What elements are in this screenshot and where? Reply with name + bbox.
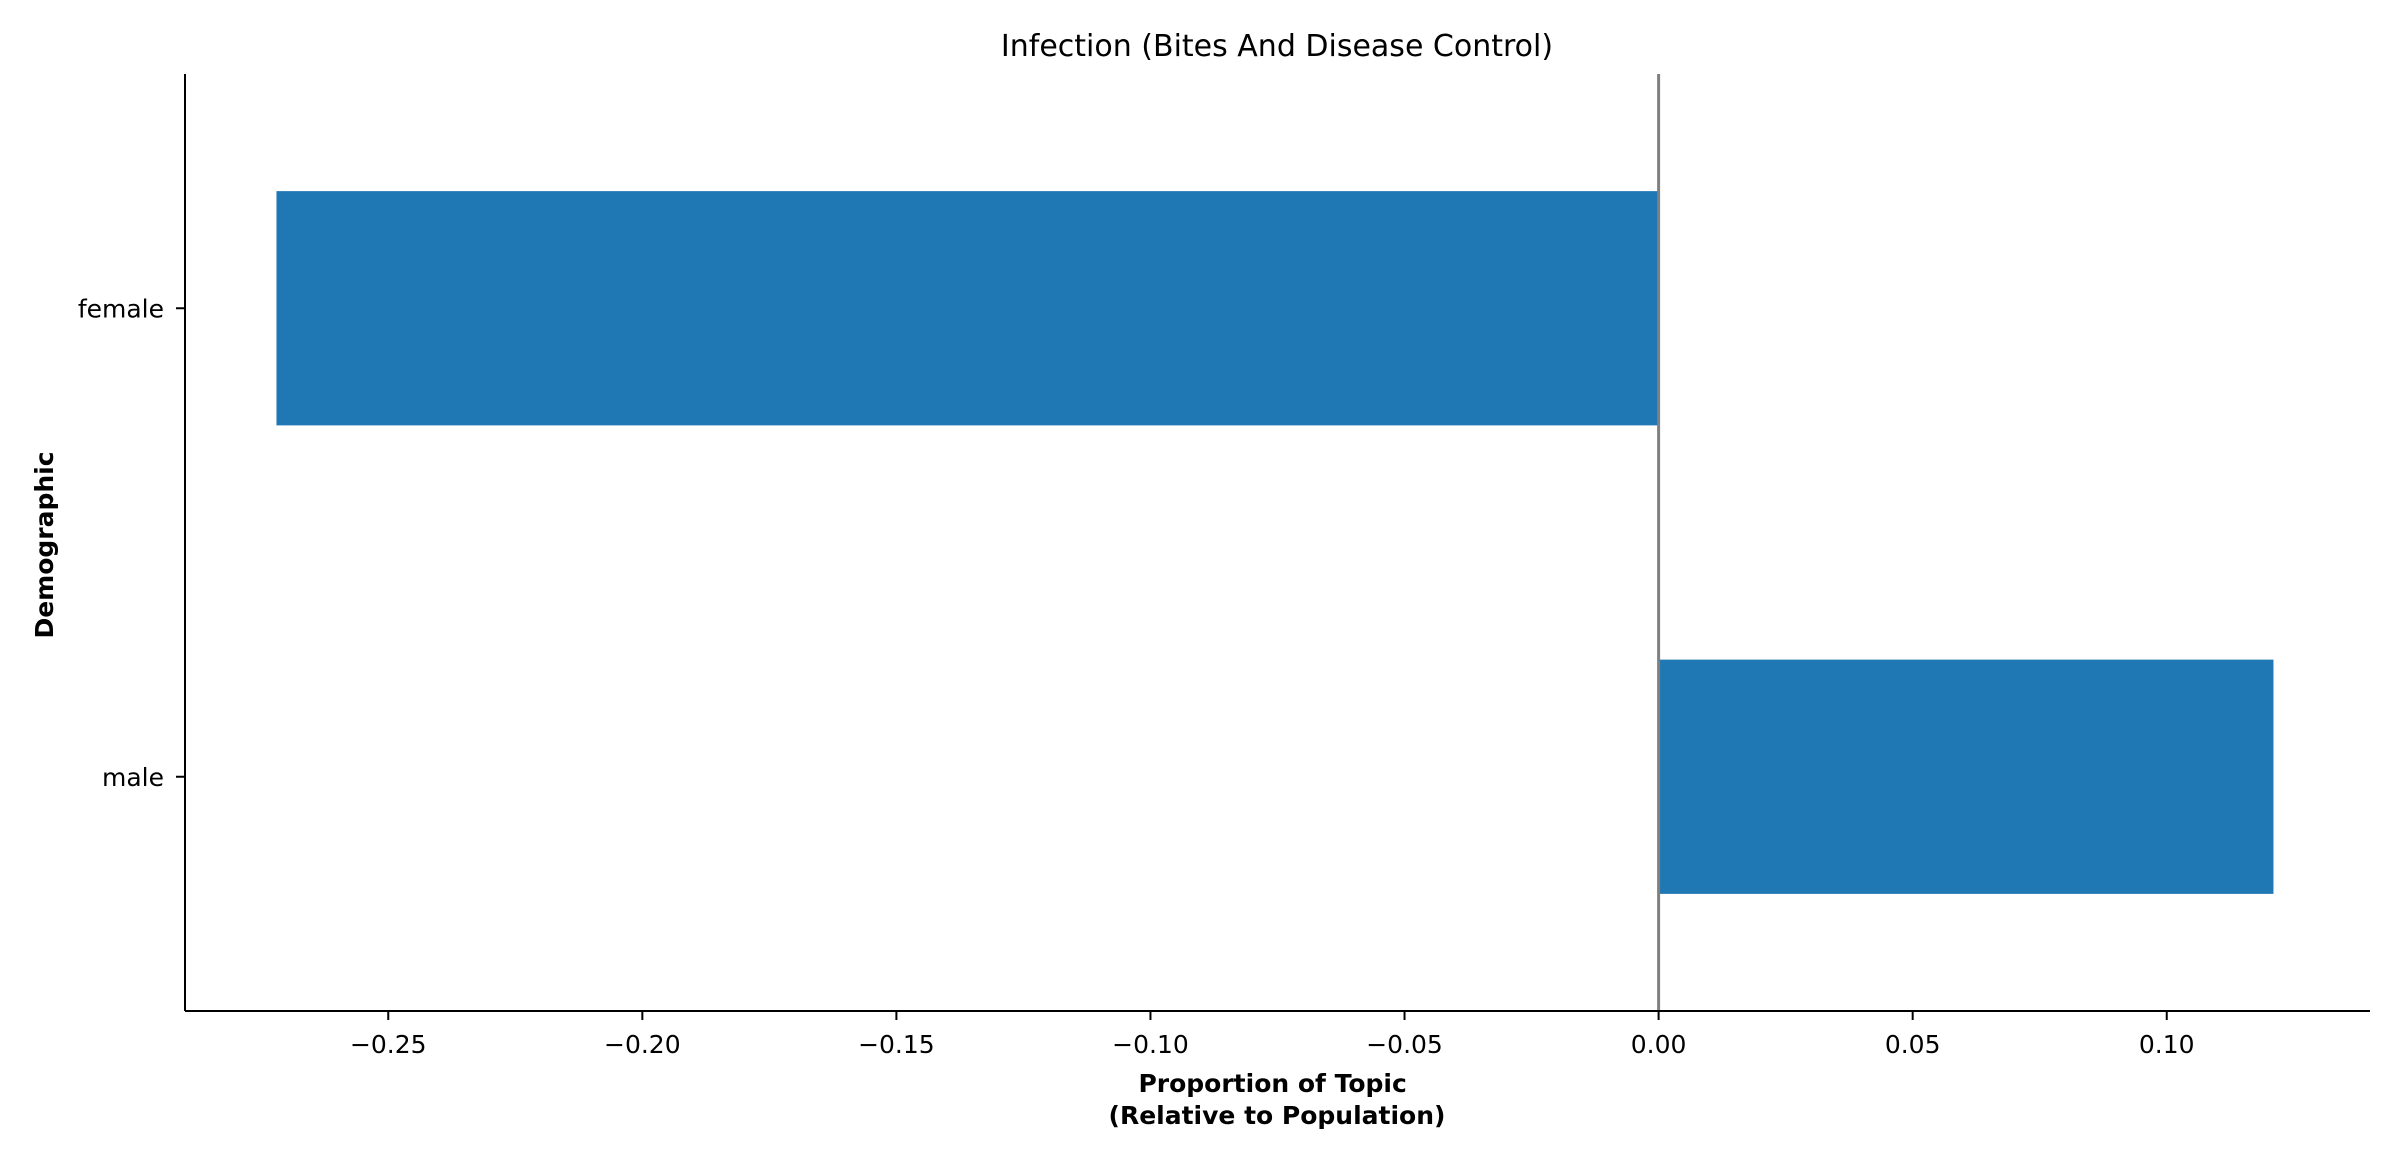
bar-male: [1658, 659, 2274, 894]
x-tick-label-5: 0.00: [1631, 1030, 1687, 1059]
x-tick-label-7: 0.10: [2139, 1030, 2195, 1059]
x-tick-label-3: −0.10: [1112, 1030, 1189, 1059]
y-tick-label-male: male: [102, 763, 164, 792]
y-tick-label-female: female: [78, 294, 164, 323]
x-tick-label-2: −0.15: [858, 1030, 935, 1059]
x-tick-label-4: −0.05: [1366, 1030, 1443, 1059]
chart-title: Infection (Bites And Disease Control): [1001, 29, 1553, 64]
bars: [276, 191, 2274, 894]
y-axis-label: Demographic: [30, 451, 59, 638]
x-tick-label-6: 0.05: [1885, 1030, 1941, 1059]
x-tick-label-0: −0.25: [350, 1030, 427, 1059]
y-ticks: female male: [78, 294, 185, 792]
x-axis-label-line-2: (Relative to Population): [1109, 1101, 1446, 1130]
x-axis-label: Proportion of Topic (Relative to Populat…: [1109, 1069, 1446, 1130]
bar-female: [276, 191, 1659, 426]
x-axis-label-line-1: Proportion of Topic: [1138, 1069, 1406, 1098]
x-ticks: −0.25 −0.20 −0.15 −0.10 −0.05 0.00 0.05 0.10: [350, 1011, 2195, 1059]
x-tick-label-1: −0.20: [604, 1030, 681, 1059]
